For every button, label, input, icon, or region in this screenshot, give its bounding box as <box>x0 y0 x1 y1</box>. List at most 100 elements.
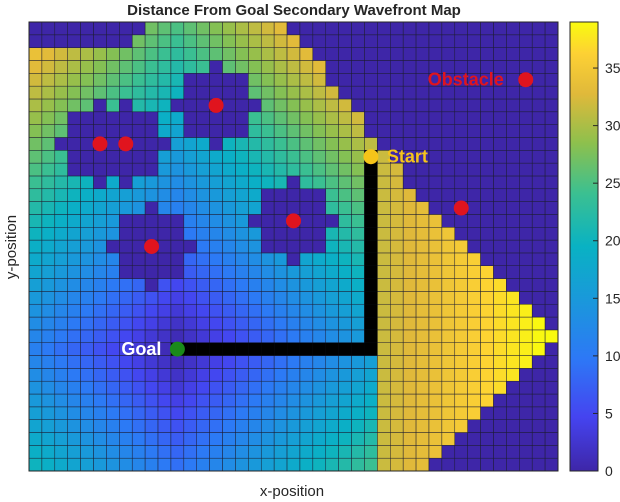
heatmap-cell <box>493 124 507 138</box>
heatmap-cell <box>493 214 507 228</box>
heatmap-cell <box>338 73 352 87</box>
heatmap-cell <box>260 47 275 61</box>
heatmap-cell <box>248 316 262 331</box>
heatmap-cell <box>119 457 133 472</box>
heatmap-cell <box>312 239 327 254</box>
heatmap-cell <box>222 188 236 202</box>
heatmap-cell <box>157 380 172 395</box>
heatmap-cell <box>196 227 210 241</box>
heatmap-cell <box>183 111 197 125</box>
heatmap-cell <box>390 380 404 395</box>
heatmap-cell <box>519 342 533 356</box>
heatmap-cell <box>325 137 339 151</box>
heatmap-cell <box>519 111 533 125</box>
heatmap-cell <box>390 214 404 228</box>
heatmap-cell <box>454 188 468 202</box>
heatmap-cell <box>506 432 520 446</box>
heatmap-cell <box>41 21 56 36</box>
heatmap-cell <box>196 355 210 369</box>
heatmap-cell <box>273 124 288 138</box>
heatmap-cell <box>544 162 559 177</box>
heatmap-cell <box>454 303 468 318</box>
chart-title: Distance From Goal Secondary Wavefront M… <box>127 2 461 19</box>
heatmap-cell <box>54 265 68 279</box>
heatmap-cell <box>131 60 146 74</box>
heatmap-cell <box>54 368 68 382</box>
heatmap-cell <box>144 85 159 100</box>
heatmap-cell <box>106 227 120 241</box>
heatmap-cell <box>119 393 133 408</box>
path-cell <box>338 342 352 356</box>
heatmap-cell <box>157 47 172 61</box>
heatmap-cell <box>131 137 146 151</box>
heatmap-cell <box>441 265 456 279</box>
heatmap-cell <box>170 85 185 100</box>
obstacle-marker <box>144 239 160 254</box>
heatmap-cell <box>93 342 107 356</box>
path-cell <box>364 252 378 266</box>
path-cell <box>364 278 378 292</box>
heatmap-cell <box>441 291 456 305</box>
heatmap-cell <box>54 124 68 138</box>
heatmap-cell <box>183 393 197 408</box>
heatmap-cell <box>364 34 378 48</box>
heatmap-cell <box>144 73 159 87</box>
heatmap-cell <box>506 85 520 100</box>
heatmap-cell <box>519 393 533 408</box>
heatmap-cell <box>390 85 404 100</box>
heatmap-cell <box>325 316 339 331</box>
heatmap-cell <box>531 278 546 292</box>
heatmap-cell <box>415 368 430 382</box>
path-cell <box>364 175 378 189</box>
heatmap-cell <box>377 393 391 408</box>
heatmap-cell <box>377 60 391 74</box>
heatmap-cell <box>506 98 520 113</box>
heatmap-cell <box>28 239 43 254</box>
heatmap-cell <box>273 393 288 408</box>
heatmap-cell <box>260 73 275 87</box>
heatmap-cell <box>325 21 339 36</box>
heatmap-cell <box>41 85 56 100</box>
heatmap-cell <box>415 457 430 472</box>
heatmap-cell <box>428 239 443 254</box>
heatmap-cell <box>325 124 339 138</box>
heatmap-cell <box>325 150 339 164</box>
heatmap-cell <box>493 291 507 305</box>
heatmap-cell <box>80 85 94 100</box>
heatmap-cell <box>467 303 481 318</box>
heatmap-cell <box>390 60 404 74</box>
heatmap-cell <box>93 227 107 241</box>
obstacle-marker <box>286 213 301 229</box>
heatmap-cell <box>106 111 120 125</box>
heatmap-cell <box>196 201 210 215</box>
heatmap-cell <box>260 278 275 292</box>
heatmap-cell <box>351 355 365 369</box>
heatmap-cell <box>196 34 210 48</box>
heatmap-cell <box>235 419 249 433</box>
heatmap-cell <box>377 111 391 125</box>
heatmap-cell <box>286 150 301 164</box>
heatmap-cell <box>28 265 43 279</box>
heatmap-cell <box>364 21 378 36</box>
heatmap-cell <box>428 150 443 164</box>
heatmap-cell <box>157 239 172 254</box>
heatmap-cell <box>170 60 185 74</box>
heatmap-cell <box>415 239 430 254</box>
heatmap-cell <box>402 291 417 305</box>
heatmap-cell <box>273 445 288 459</box>
heatmap-cell <box>441 98 456 113</box>
heatmap-cell <box>286 73 301 87</box>
heatmap-cell <box>390 445 404 459</box>
heatmap-cell <box>106 380 120 395</box>
heatmap-cell <box>519 98 533 113</box>
heatmap-cell <box>144 111 159 125</box>
heatmap-cell <box>144 60 159 74</box>
heatmap-cell <box>54 34 68 48</box>
heatmap-cell <box>106 150 120 164</box>
heatmap-cell <box>441 316 456 331</box>
heatmap-cell <box>467 316 481 331</box>
heatmap-cell <box>93 98 107 113</box>
heatmap-cell <box>428 368 443 382</box>
heatmap-cell <box>41 73 56 87</box>
heatmap-cell <box>428 214 443 228</box>
